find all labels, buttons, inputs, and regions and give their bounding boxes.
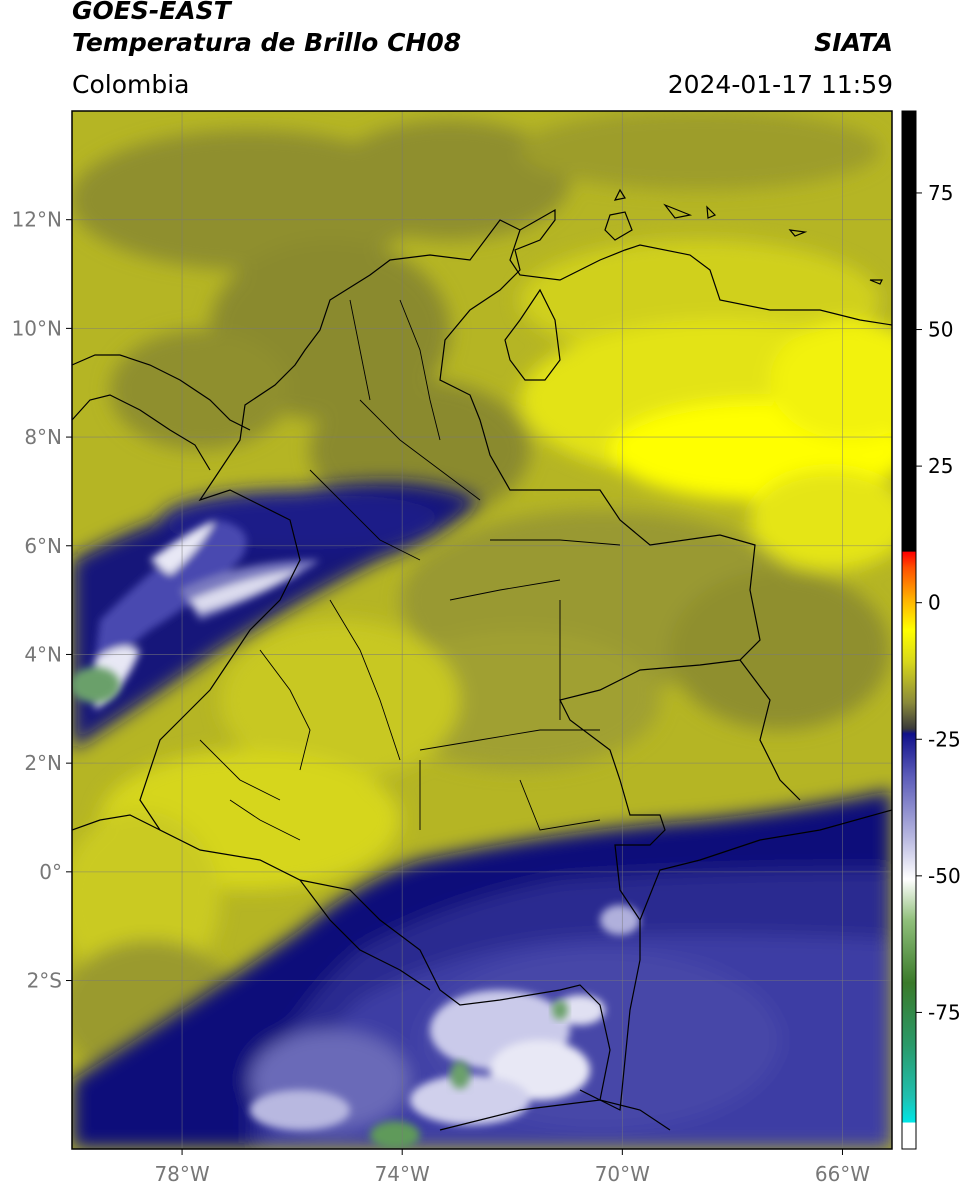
colorbar-tick-label: -75 (928, 1000, 961, 1024)
colorbar-tick-label: 25 (928, 454, 953, 478)
colorbar-tick-label: 50 (928, 318, 953, 342)
panama-pacific (72, 394, 211, 471)
longitude-tick-labels: 78°W 74°W 70°W 66°W (154, 1149, 870, 1186)
lat-tick-label: 0° (39, 860, 62, 884)
satellite-title: GOES-EAST (72, 0, 231, 25)
graticule (72, 111, 892, 1149)
panama-coast (72, 354, 251, 431)
amazon-river (439, 1099, 671, 1131)
lat-tick-label: 2°S (27, 969, 62, 993)
brightness-temperature-imagery (72, 111, 892, 1149)
lat-tick-label: 6°N (24, 534, 62, 558)
lat-tick-label: 4°N (24, 642, 62, 666)
venezuela-brazil (739, 659, 801, 801)
peru-border (299, 879, 431, 991)
product-title: Temperatura de Brillo CH08 (72, 28, 462, 57)
lon-tick-label: 74°W (375, 1162, 430, 1186)
plot-frame (71, 110, 893, 1150)
colorbar-frame (901, 110, 917, 1150)
lon-tick-label: 78°W (154, 1162, 209, 1186)
lat-tick-label: 2°N (24, 751, 62, 775)
lon-tick-label: 70°W (595, 1162, 650, 1186)
colorbar (902, 111, 916, 1149)
colorbar-tick-label: -25 (928, 727, 961, 751)
datetime-label: 2024-01-17 11:59 (667, 70, 893, 99)
lat-tick-label: 10°N (12, 316, 62, 340)
colombia-border (139, 208, 761, 1111)
maracaibo-lake (504, 288, 561, 381)
organization-label: SIATA (814, 28, 893, 57)
lon-tick-label: 66°W (815, 1162, 870, 1186)
latitude-tick-labels: 12°N 10°N 8°N 6°N 4°N 2°N 0° 2°S (12, 208, 72, 993)
colorbar-tick-label: 75 (928, 181, 953, 205)
lat-tick-label: 8°N (24, 425, 62, 449)
region-label: Colombia (72, 70, 190, 99)
venezuela-coast (509, 229, 892, 326)
brazil-border (639, 809, 892, 921)
political-boundaries (72, 188, 892, 1131)
colorbar-tick-label: 0 (928, 591, 941, 615)
colorbar-tick-label: -50 (928, 864, 961, 888)
lat-tick-label: 12°N (12, 208, 62, 232)
ecuador-border (72, 814, 161, 831)
colorbar-tick-labels: 75 50 25 0 -25 -50 -75 (916, 181, 961, 1024)
